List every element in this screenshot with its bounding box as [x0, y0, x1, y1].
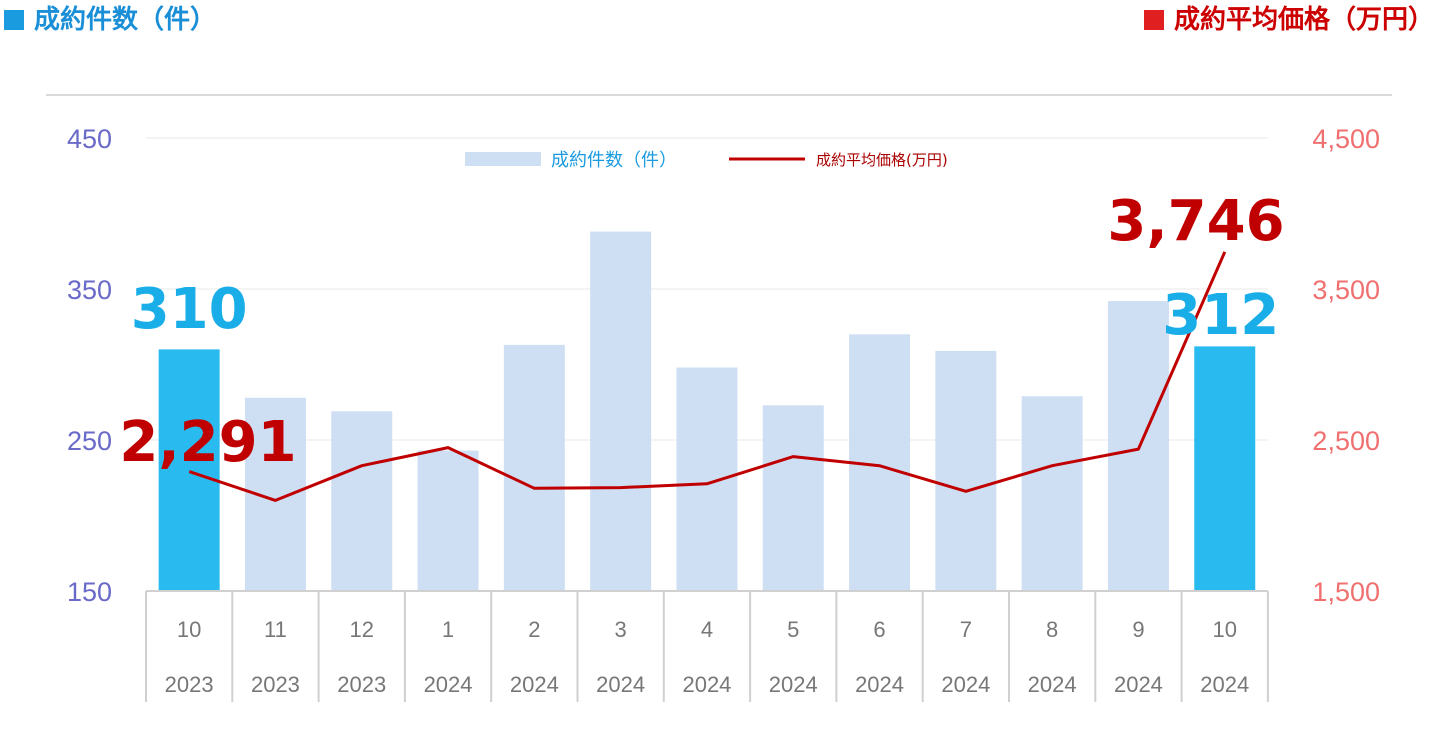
red-square-icon — [1143, 10, 1164, 30]
y-left-tick-label: 250 — [67, 426, 112, 456]
x-axis: 10 2023 11 2023 12 2023 1 2024 2 2024 3 2024 4 2024 5 2… — [145, 590, 1269, 702]
bar — [1021, 396, 1083, 591]
x-tick-label-year: 2024 — [424, 672, 473, 697]
x-tick-label-year: 2024 — [596, 672, 645, 697]
legend: 成約件数（件） 成約平均価格(万円) — [465, 150, 948, 171]
line-data-label: 3,746 — [1107, 189, 1284, 254]
x-tick-label-year: 2024 — [1200, 672, 1249, 697]
x-tick-label-year: 2024 — [682, 672, 731, 697]
right-axis-title-text: 成約平均価格（万円） — [1173, 5, 1434, 35]
y-left-tick-label: 350 — [67, 275, 112, 305]
y-right-tick-label: 4,500 — [1312, 124, 1380, 154]
bar — [935, 350, 997, 591]
line-series — [188, 251, 1227, 502]
x-tick-label-month: 11 — [264, 617, 287, 642]
y-right-tick-label: 3,500 — [1312, 275, 1380, 305]
legend-line-label: 成約平均価格(万円) — [816, 151, 948, 169]
y-right-tick-label: 2,500 — [1312, 426, 1380, 456]
x-tick-label-year: 2023 — [337, 672, 386, 697]
x-tick-label-month: 4 — [701, 617, 713, 642]
legend-bar-label: 成約件数（件） — [551, 150, 677, 171]
x-tick-label-month: 8 — [1046, 617, 1058, 642]
line-data-label: 2,291 — [119, 410, 296, 475]
y-left-tick-label: 450 — [67, 124, 112, 154]
x-tick-label-month: 9 — [1132, 617, 1144, 642]
x-tick-label-year: 2024 — [1114, 672, 1163, 697]
blue-square-icon — [4, 10, 24, 30]
bar — [590, 231, 652, 591]
legend-bar-swatch — [465, 152, 541, 166]
left-axis-title-text: 成約件数（件） — [34, 5, 217, 35]
y-left-tick-label: 150 — [67, 577, 112, 607]
x-tick-label-year: 2023 — [251, 672, 300, 697]
bar — [331, 411, 393, 591]
bar — [503, 344, 565, 591]
x-tick-label-month: 12 — [350, 617, 374, 642]
bar-data-label: 312 — [1162, 283, 1279, 348]
x-tick-label-year: 2023 — [165, 672, 214, 697]
bar — [676, 367, 738, 591]
data-labels: 310 312 2,291 3,746 — [119, 189, 1284, 475]
x-tick-label-month: 5 — [787, 617, 799, 642]
x-tick-label-month: 1 — [442, 617, 454, 642]
x-tick-label-month: 2 — [528, 617, 540, 642]
x-tick-label-year: 2024 — [510, 672, 559, 697]
right-axis-title: 成約平均価格（万円） — [1143, 2, 1434, 38]
x-tick-label-year: 2024 — [1028, 672, 1077, 697]
y-axis-ticks: 150 250 350 450 1,500 2,500 3,500 4,500 — [67, 124, 1380, 607]
y-right-tick-label: 1,500 — [1312, 577, 1380, 607]
bar — [1194, 346, 1256, 591]
x-tick-label-year: 2024 — [855, 672, 904, 697]
bar-data-label: 310 — [131, 277, 248, 342]
x-tick-label-month: 7 — [960, 617, 972, 642]
bar — [158, 349, 220, 591]
bar — [417, 450, 479, 591]
x-tick-label-year: 2024 — [769, 672, 818, 697]
left-axis-title: 成約件数（件） — [4, 2, 216, 38]
x-tick-label-month: 10 — [177, 617, 201, 642]
bar-series — [158, 231, 1256, 591]
x-tick-label-month: 10 — [1213, 617, 1237, 642]
x-tick-label-year: 2024 — [941, 672, 990, 697]
x-tick-label-month: 3 — [615, 617, 627, 642]
bar — [762, 405, 824, 591]
x-tick-label-month: 6 — [873, 617, 885, 642]
